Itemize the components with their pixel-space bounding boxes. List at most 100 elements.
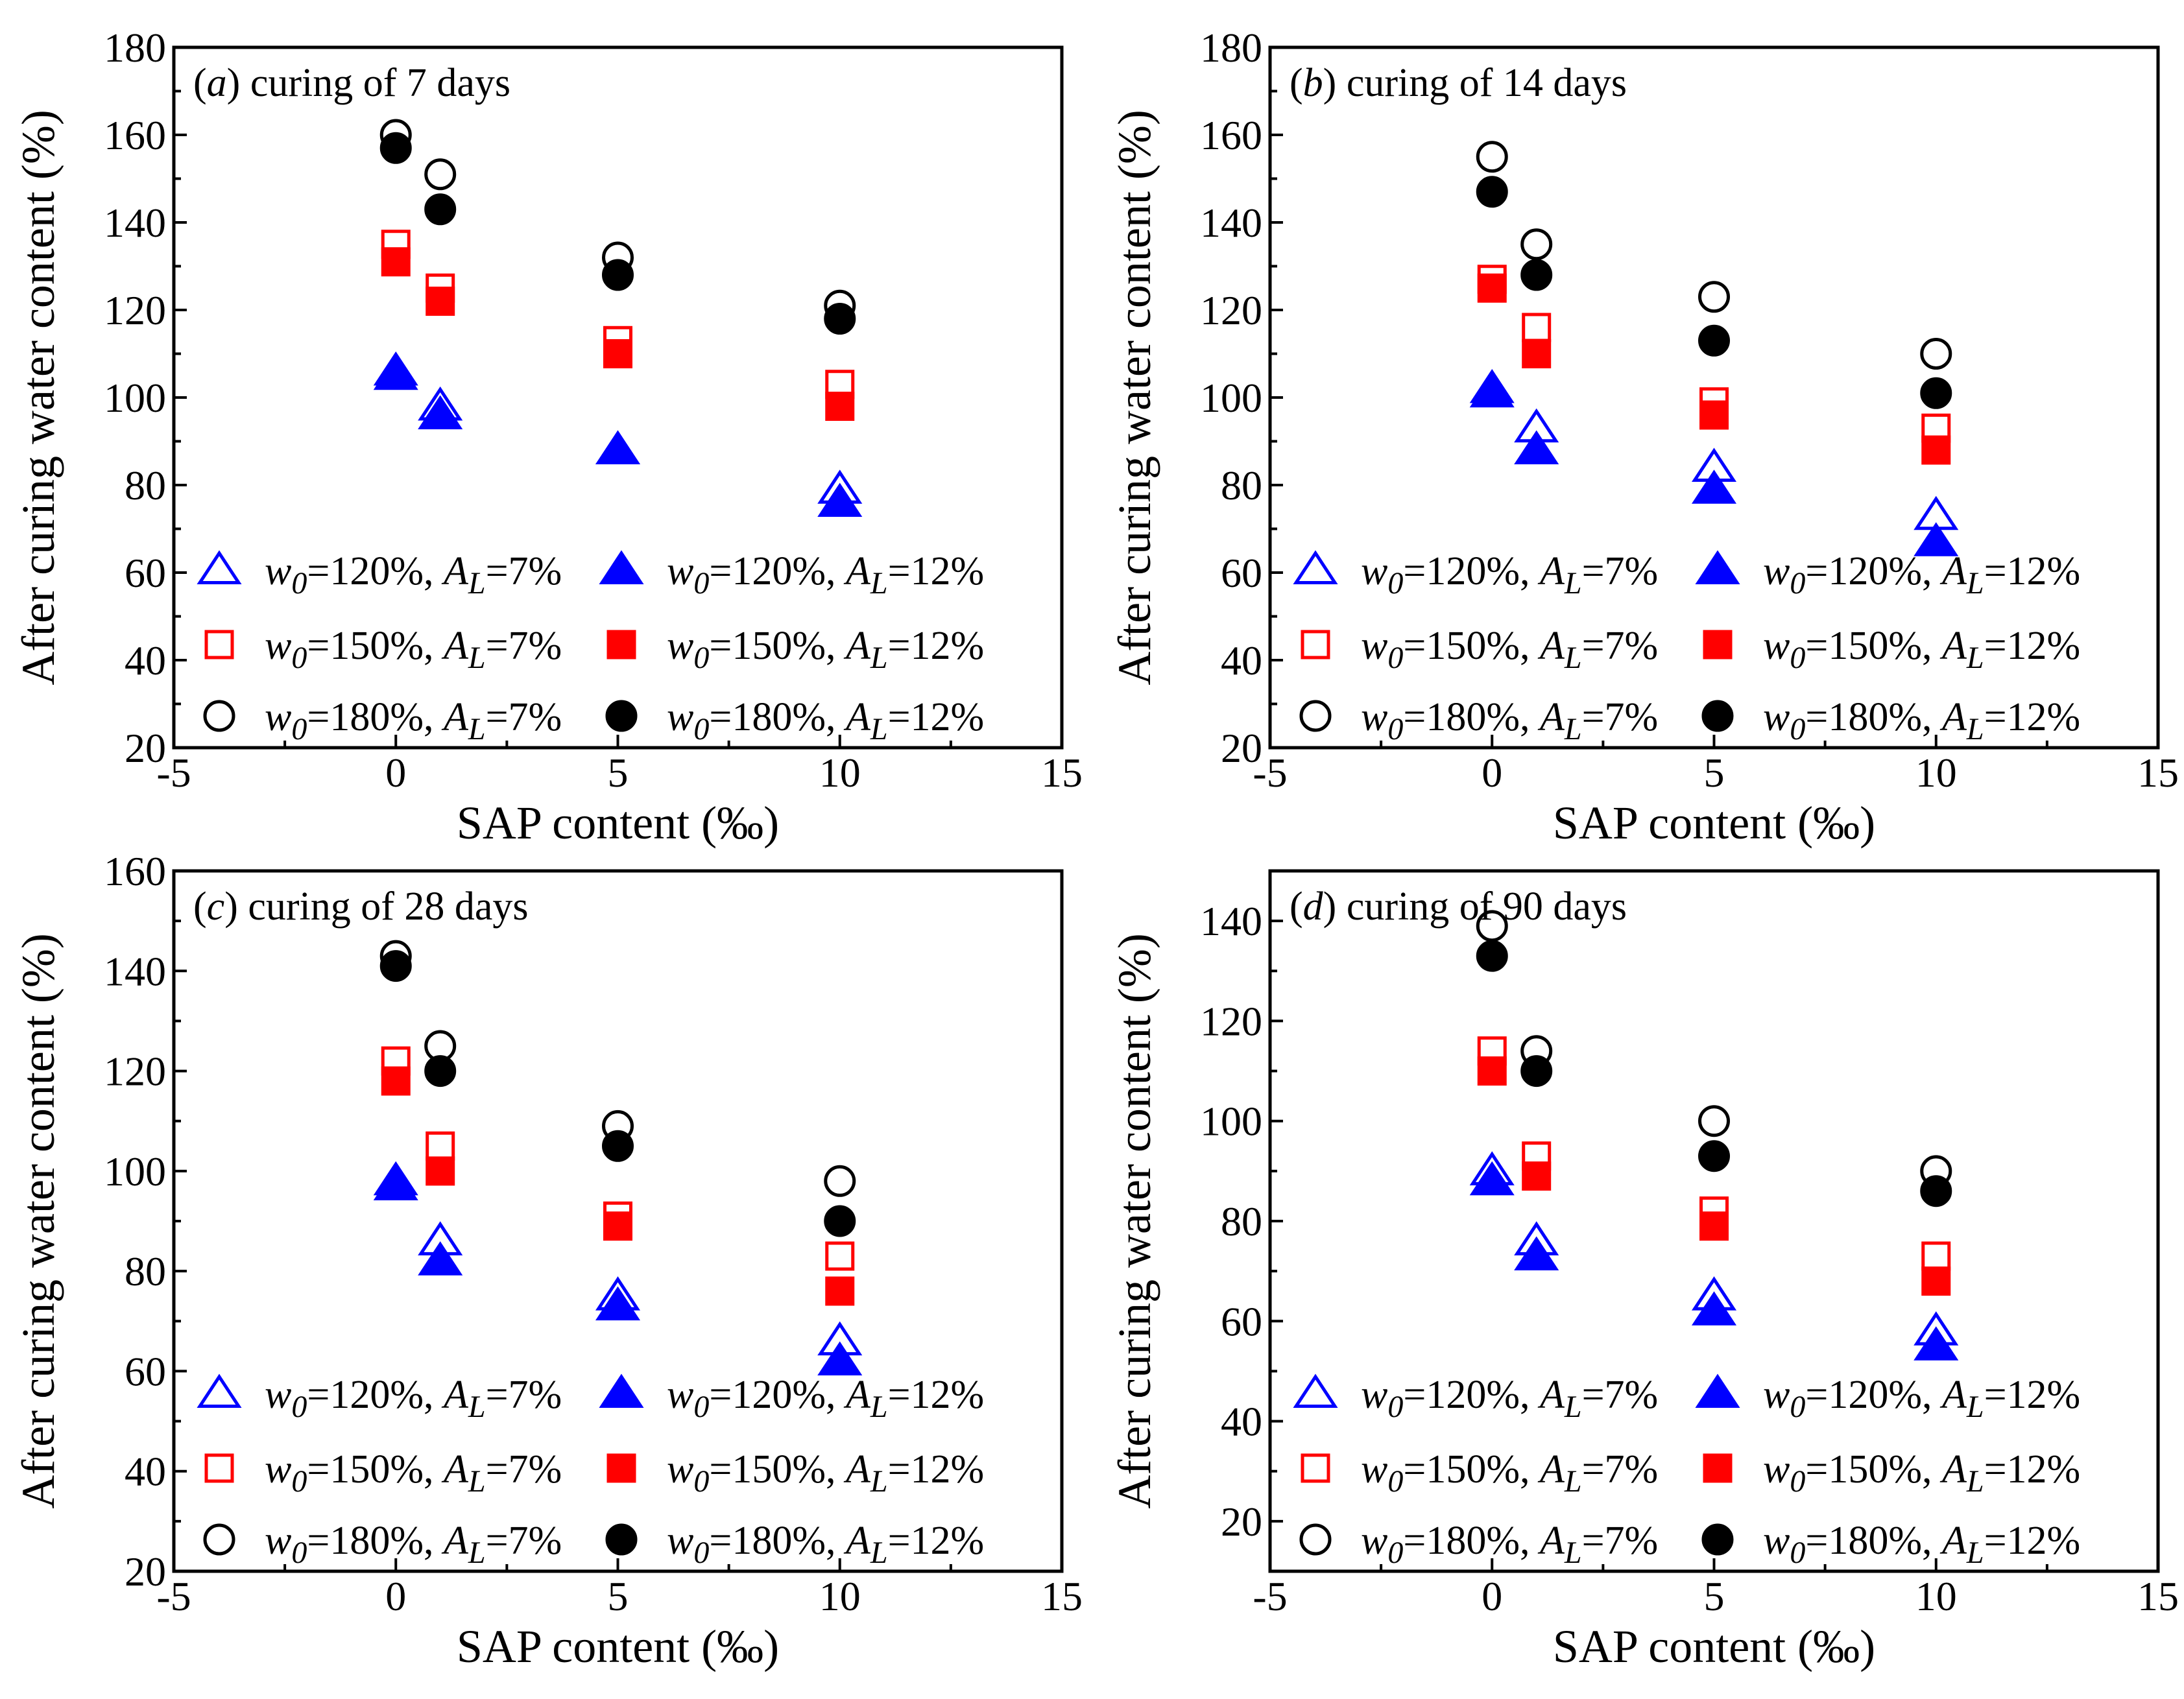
data-point bbox=[426, 287, 455, 316]
x-tick-label: 10 bbox=[1915, 750, 1957, 796]
data-point bbox=[1698, 1105, 1730, 1137]
panel-title-paren: ( bbox=[1290, 61, 1303, 105]
legend-label: w0=150%, AL=7% bbox=[1361, 624, 1658, 675]
x-tick-label: 5 bbox=[1704, 750, 1725, 796]
legend-w-subscript: 0 bbox=[1387, 641, 1403, 675]
legend-separator: , bbox=[424, 624, 444, 668]
legend-w-subscript: 0 bbox=[1790, 641, 1805, 675]
legend-a-subscript: L bbox=[870, 566, 888, 600]
legend-marker bbox=[599, 550, 644, 584]
data-point bbox=[381, 1066, 411, 1096]
legend-separator: , bbox=[1922, 1519, 1942, 1563]
legend-a-symbol: A bbox=[441, 624, 469, 668]
legend-a-subscript: L bbox=[1564, 1390, 1582, 1424]
panel-title: (c) curing of 28 days bbox=[193, 885, 529, 929]
x-tick-label: 15 bbox=[2137, 1573, 2179, 1619]
legend-w-symbol: w bbox=[1361, 1373, 1387, 1417]
legend-marker bbox=[605, 1523, 638, 1556]
panel-title-paren: ( bbox=[193, 885, 207, 929]
panel-title: (a) curing of 7 days bbox=[193, 61, 510, 105]
legend-w-subscript: 0 bbox=[693, 1536, 709, 1570]
legend-separator: , bbox=[1520, 624, 1540, 668]
legend-a-value: =12% bbox=[888, 624, 985, 668]
x-axis-title: SAP content (‰) bbox=[1553, 1621, 1875, 1672]
data-point bbox=[1698, 281, 1730, 313]
legend-a-value: =7% bbox=[1582, 1519, 1659, 1563]
legend-a-symbol: A bbox=[441, 695, 469, 739]
data-point bbox=[373, 1166, 418, 1200]
panel-letter: d bbox=[1303, 885, 1324, 929]
y-tick-label: 80 bbox=[1221, 1198, 1262, 1244]
legend-w-symbol: w bbox=[1763, 1447, 1790, 1491]
legend-marker bbox=[197, 550, 242, 584]
x-tick-label: -5 bbox=[156, 1573, 191, 1619]
legend-label: w0=180%, AL=7% bbox=[1361, 695, 1658, 746]
x-tick-label: 0 bbox=[385, 1573, 406, 1619]
data-point bbox=[602, 1130, 634, 1162]
legend-w-subscript: 0 bbox=[1790, 1464, 1805, 1499]
legend-marker bbox=[1301, 630, 1330, 659]
legend-w-symbol: w bbox=[667, 1447, 693, 1491]
legend-a-value: =12% bbox=[888, 1519, 985, 1563]
legend-w-subscript: 0 bbox=[1790, 566, 1805, 600]
legend-a-symbol: A bbox=[843, 1447, 871, 1491]
legend-a-symbol: A bbox=[843, 624, 871, 668]
legend-w-subscript: 0 bbox=[1790, 1536, 1805, 1570]
x-tick-label: -5 bbox=[1253, 1573, 1287, 1619]
legend-a-subscript: L bbox=[870, 641, 888, 675]
legend-a-value: =12% bbox=[888, 1373, 985, 1417]
legend-w-subscript: 0 bbox=[291, 641, 307, 675]
legend-w-value: =180% bbox=[1403, 1519, 1520, 1563]
legend-a-subscript: L bbox=[468, 566, 486, 600]
legend-w-value: =150% bbox=[709, 624, 826, 668]
legend-label: w0=120%, AL=7% bbox=[265, 549, 562, 600]
legend-a-symbol: A bbox=[1939, 549, 1967, 593]
panel-title: (d) curing of 90 days bbox=[1290, 885, 1627, 929]
legend-marker bbox=[204, 630, 234, 659]
y-axis-title: After curing water content (%) bbox=[1109, 110, 1160, 685]
legend-a-subscript: L bbox=[1564, 1464, 1582, 1499]
legend-w-subscript: 0 bbox=[1790, 1390, 1805, 1424]
y-tick-label: 100 bbox=[104, 1148, 166, 1194]
legend-marker bbox=[606, 1453, 636, 1483]
legend-separator: , bbox=[1922, 624, 1942, 668]
panel-title-text: curing of 28 days bbox=[238, 885, 529, 929]
panel-title-paren: ) bbox=[224, 885, 238, 929]
y-tick-label: 80 bbox=[125, 462, 166, 508]
legend-w-symbol: w bbox=[1361, 624, 1387, 668]
y-tick-label: 100 bbox=[1200, 1099, 1262, 1145]
data-point bbox=[824, 303, 856, 335]
legend-a-value: =7% bbox=[486, 1519, 562, 1563]
legend-separator: , bbox=[826, 1373, 846, 1417]
data-point bbox=[595, 430, 641, 464]
legend-separator: , bbox=[1922, 1447, 1942, 1491]
chart-panel-b: -5 0 5 10 15 20 40 60 80 100 120 140 160 180 SAP conte… bbox=[1109, 25, 2179, 849]
legend-w-value: =180% bbox=[1403, 695, 1520, 739]
legend-w-subscript: 0 bbox=[693, 566, 709, 600]
legend-w-value: =120% bbox=[709, 549, 826, 593]
data-point bbox=[424, 1055, 457, 1087]
data-point bbox=[1477, 273, 1507, 303]
legend-a-value: =12% bbox=[888, 549, 985, 593]
data-point bbox=[1691, 469, 1737, 504]
legend-a-subscript: L bbox=[1966, 641, 1984, 675]
legend-w-symbol: w bbox=[667, 695, 693, 739]
legend-w-subscript: 0 bbox=[291, 712, 307, 746]
legend-marker bbox=[203, 1523, 235, 1556]
legend-separator: , bbox=[424, 1373, 444, 1417]
data-point bbox=[817, 482, 863, 517]
data-point bbox=[424, 158, 457, 191]
data-point bbox=[825, 392, 855, 421]
data-point bbox=[418, 1241, 463, 1276]
data-point bbox=[1476, 176, 1508, 208]
legend-w-symbol: w bbox=[265, 1519, 291, 1563]
data-point bbox=[1476, 940, 1508, 972]
data-point bbox=[1477, 1056, 1507, 1086]
legend-label: w0=180%, AL=7% bbox=[1361, 1519, 1658, 1570]
legend-w-value: =150% bbox=[709, 1447, 826, 1491]
y-tick-label: 180 bbox=[104, 25, 166, 71]
legend-marker bbox=[1299, 1523, 1332, 1556]
legend-separator: , bbox=[1520, 695, 1540, 739]
legend-marker bbox=[605, 700, 638, 732]
y-tick-label: 20 bbox=[125, 1549, 166, 1595]
